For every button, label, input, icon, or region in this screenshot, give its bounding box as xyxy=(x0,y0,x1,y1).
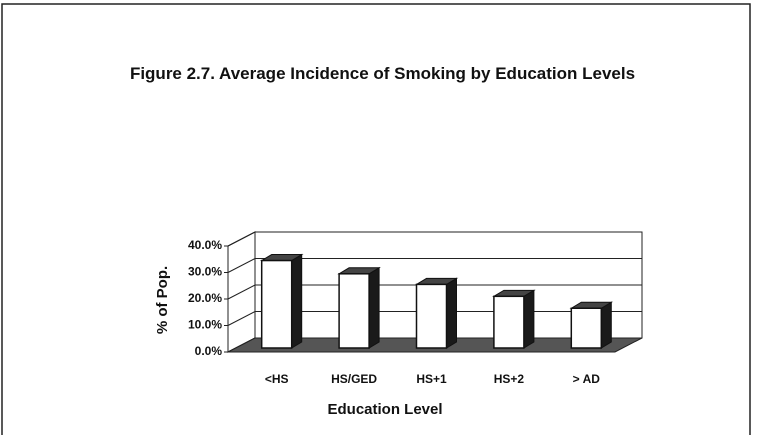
y-tick-label: 20.0% xyxy=(188,291,222,305)
grid-line xyxy=(227,231,642,247)
x-tick-label: <HS xyxy=(265,372,289,386)
bar xyxy=(415,283,448,349)
bar xyxy=(338,273,370,349)
bar xyxy=(493,295,525,349)
x-tick-label: HS+2 xyxy=(494,372,525,386)
bar-side xyxy=(600,301,612,349)
grid-line xyxy=(227,284,642,300)
frame xyxy=(1,3,751,435)
bar xyxy=(260,259,293,349)
y-axis-label: % of Pop. xyxy=(154,266,171,334)
y-tick-label: 40.0% xyxy=(188,238,222,252)
grid-line xyxy=(227,258,642,273)
x-axis-label: Education Level xyxy=(327,401,442,418)
chart-title: Figure 2.7. Average Incidence of Smoking… xyxy=(129,64,636,83)
bar-side xyxy=(291,253,303,349)
bar xyxy=(570,307,603,349)
x-tick-label: > AD xyxy=(573,372,601,386)
x-tick-label: HS+1 xyxy=(416,372,447,386)
bar-side xyxy=(446,277,457,349)
y-tick-label: 30.0% xyxy=(188,265,222,279)
y-tick-label: 10.0% xyxy=(188,318,222,332)
bar-side xyxy=(523,289,535,349)
bar-side xyxy=(368,266,380,349)
x-tick-label: HS/GED xyxy=(331,372,377,386)
y-tick-label: 0.0% xyxy=(195,344,223,358)
